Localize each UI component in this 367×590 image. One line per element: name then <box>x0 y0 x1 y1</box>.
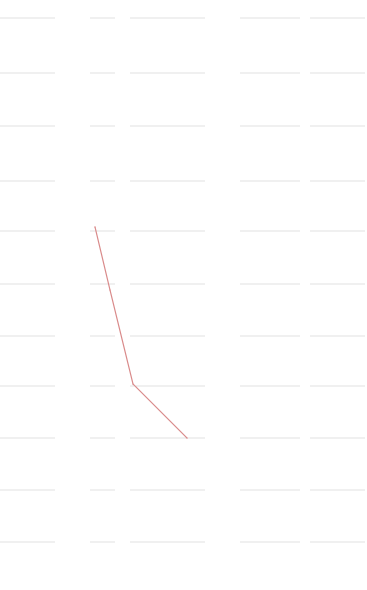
data-points <box>94 226 188 439</box>
data-point-0-2 <box>132 383 134 385</box>
gridlines <box>0 17 365 543</box>
series-lines <box>94 226 188 439</box>
data-point-0-3 <box>186 437 188 439</box>
data-point-0-1 <box>109 289 111 291</box>
data-point-0-0 <box>94 226 96 228</box>
series-line-0 <box>94 226 188 439</box>
